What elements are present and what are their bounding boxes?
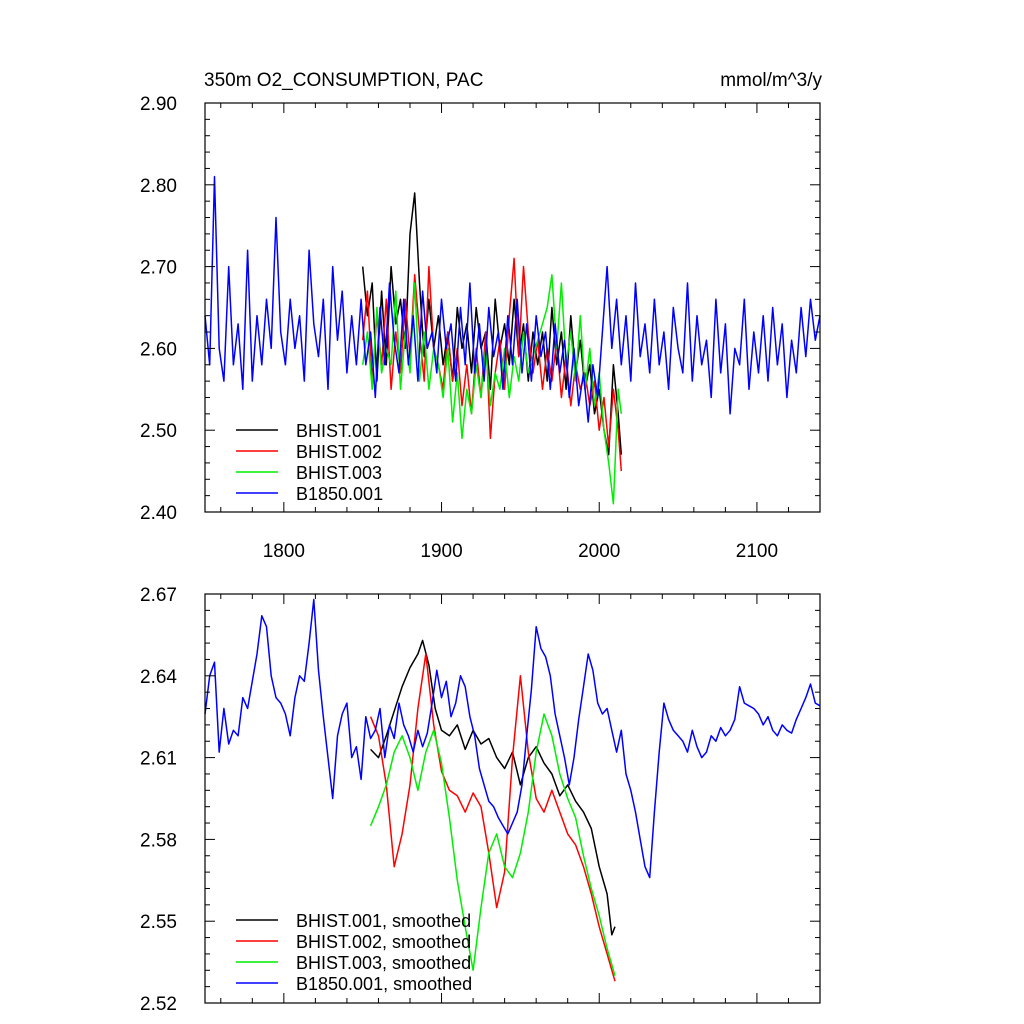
x-tick-label: 2100 [736, 541, 778, 562]
bottom-panel-plot-area: 2.52 2.55 2.58 2.61 2.64 2.67 BHIST.001, smoot… [140, 585, 821, 1015]
top-panel: 350m O2_CONSUMPTION, PAC mmol/m^3/y 1800… [140, 70, 822, 562]
series-line-1-2 [369, 713, 616, 976]
y-tick-label: 2.70 [140, 258, 177, 279]
legend-label: BHIST.002, smoothed [296, 932, 471, 952]
plot-frame [204, 102, 821, 513]
y-tick-label: 2.50 [140, 421, 177, 442]
top-panel-units: mmol/m^3/y [720, 70, 822, 91]
y-tick-label: 2.61 [140, 749, 177, 770]
series-line-0-3 [204, 175, 821, 423]
y-tick-label: 2.52 [140, 994, 177, 1015]
legend-label: BHIST.003, smoothed [296, 953, 471, 973]
x-tick-label: 1900 [420, 541, 462, 562]
bottom-panel: 2.52 2.55 2.58 2.61 2.64 2.67 BHIST.001, smoot… [140, 585, 821, 1015]
top-panel-plot-area: 1800 1900 2000 2100 2.40 2.50 2.60 2.70 2.80 2.90… [140, 94, 821, 562]
y-tick-label: 2.64 [140, 667, 177, 688]
series-line-1-3 [204, 598, 821, 879]
series-line-1-0 [370, 639, 616, 936]
legend-label: B1850.001, smoothed [296, 974, 472, 994]
series-line-1-1 [369, 653, 616, 982]
x-tick-label: 2000 [578, 541, 620, 562]
y-tick-label: 2.60 [140, 339, 177, 360]
y-tick-label: 2.90 [140, 94, 177, 115]
plot-frame [204, 593, 821, 1004]
y-tick-label: 2.80 [140, 176, 177, 197]
y-tick-label: 2.40 [140, 503, 177, 524]
x-tick-label: 1800 [263, 541, 305, 562]
legend-label: BHIST.001 [296, 421, 382, 441]
legend-label: BHIST.001, smoothed [296, 911, 471, 931]
y-tick-label: 2.67 [140, 585, 177, 606]
top-panel-title: 350m O2_CONSUMPTION, PAC [204, 70, 483, 91]
legend-label: BHIST.002 [296, 442, 382, 462]
legend-label: BHIST.003 [296, 463, 382, 483]
legend-label: B1850.001 [296, 484, 383, 504]
series-line-0-1 [361, 257, 623, 472]
y-tick-label: 2.58 [140, 830, 177, 851]
y-tick-label: 2.55 [140, 912, 177, 933]
